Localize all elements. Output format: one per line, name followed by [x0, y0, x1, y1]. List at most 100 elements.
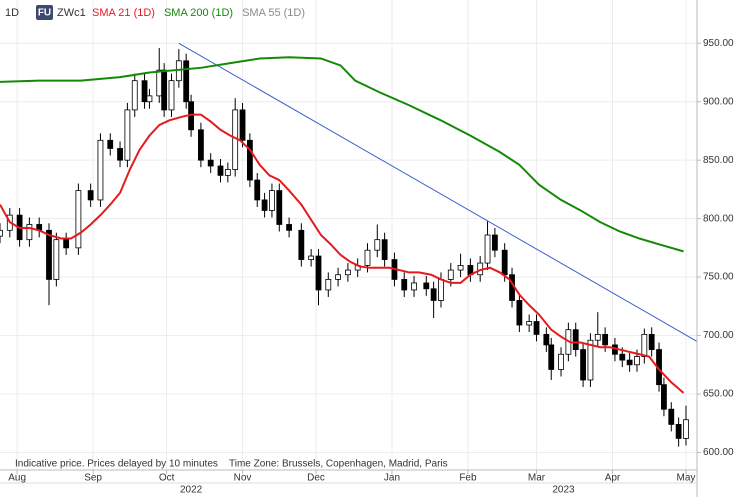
candle-body — [641, 333, 648, 357]
candle-body — [457, 264, 464, 271]
candle-body — [0, 229, 3, 237]
legend-entry: SMA 55 (1D) — [242, 7, 305, 19]
candle-body — [254, 179, 261, 201]
candle-body — [335, 274, 341, 280]
candle-body — [117, 148, 123, 161]
symbol-badge: FU — [38, 8, 51, 19]
candle-body — [224, 169, 231, 176]
x-tick-label: Aug — [8, 473, 26, 484]
candle-body — [491, 234, 498, 251]
candle-body — [344, 269, 351, 276]
year-label: 2023 — [552, 485, 575, 496]
candle-body — [381, 239, 388, 260]
x-tick-label: Mar — [528, 473, 546, 484]
candle-body — [141, 80, 148, 103]
candle-body — [325, 279, 332, 291]
candle-body — [276, 190, 283, 225]
legend-entry: SMA 21 (1D) — [92, 7, 155, 19]
candle-body — [438, 279, 444, 301]
candle-body — [53, 239, 60, 280]
y-tick-label: 750.00 — [703, 272, 734, 283]
candle-body — [246, 139, 253, 181]
candle-body — [430, 288, 437, 301]
candle-body — [26, 224, 33, 241]
candle-body — [501, 249, 508, 276]
candle-body — [548, 344, 555, 370]
candle-body — [63, 239, 70, 249]
candle-body — [558, 353, 564, 370]
candle-body — [401, 279, 408, 291]
candle-body — [269, 190, 275, 211]
candle-body — [286, 224, 292, 231]
symbol: ZWc1 — [57, 7, 86, 19]
candle-body — [146, 95, 153, 103]
candle-body — [668, 408, 675, 425]
candle-body — [533, 321, 540, 335]
candle-body — [661, 384, 667, 410]
candle-body — [634, 356, 640, 366]
candle-body — [484, 234, 491, 264]
x-tick-label: Nov — [234, 473, 252, 484]
candle-body — [97, 139, 104, 201]
trendline — [178, 42, 698, 342]
y-tick-label: 700.00 — [703, 330, 734, 341]
x-tick-label: Oct — [159, 473, 175, 484]
candle-body — [131, 80, 138, 111]
candle-body — [626, 359, 633, 366]
x-tick-label: Sep — [84, 473, 102, 484]
candle-body — [572, 329, 579, 350]
candle-body — [675, 424, 682, 439]
candle-body — [648, 333, 655, 350]
candle-body — [298, 229, 305, 260]
candle-body — [239, 109, 246, 141]
timezone: Time Zone: Brussels, Copenhagen, Madrid,… — [229, 459, 448, 470]
y-tick-label: 650.00 — [703, 389, 734, 400]
candle-body — [543, 333, 550, 346]
badge — [36, 5, 53, 20]
x-tick-label: Apr — [605, 473, 621, 484]
candle-body — [183, 60, 190, 103]
candle-body — [207, 159, 214, 167]
candle-body — [526, 321, 533, 326]
y-tick-label: 850.00 — [703, 155, 734, 166]
candle-body — [580, 349, 586, 381]
candle-body — [683, 419, 689, 439]
candle-body — [516, 300, 523, 326]
y-tick-label: 800.00 — [703, 213, 734, 224]
candle-body — [315, 255, 322, 291]
candle-body — [423, 282, 430, 290]
sma-line — [0, 56, 684, 253]
note: Indicative price. Prices delayed by 10 m… — [15, 459, 218, 470]
candle-body — [308, 255, 315, 260]
candle-body — [411, 282, 417, 291]
candle-body — [374, 239, 381, 251]
candle-body — [602, 333, 609, 346]
y-tick-label: 900.00 — [703, 96, 734, 107]
sma-line — [0, 113, 685, 394]
candle-body — [594, 333, 601, 341]
candle-body — [364, 249, 371, 266]
candle-body — [124, 109, 131, 161]
candle-body — [107, 139, 114, 149]
interval: 1D — [5, 7, 19, 19]
candle-body — [87, 190, 94, 201]
candle-body — [161, 69, 168, 111]
candle-body — [75, 190, 82, 249]
candle-body — [587, 339, 594, 381]
x-tick-label: Feb — [459, 473, 477, 484]
plot — [0, 42, 698, 447]
x-tick-label: Dec — [307, 473, 325, 484]
candle-body — [197, 129, 204, 161]
x-tick-label: Jan — [384, 473, 400, 484]
legend-entry: SMA 200 (1D) — [164, 7, 233, 19]
candle-body — [447, 269, 454, 280]
y-tick-label: 600.00 — [703, 447, 734, 458]
x-tick-label: May — [677, 473, 696, 484]
candle-body — [261, 199, 268, 211]
candle-body — [156, 69, 163, 97]
year-label: 2022 — [180, 485, 203, 496]
candle-body — [619, 353, 626, 361]
candle-body — [46, 229, 52, 280]
